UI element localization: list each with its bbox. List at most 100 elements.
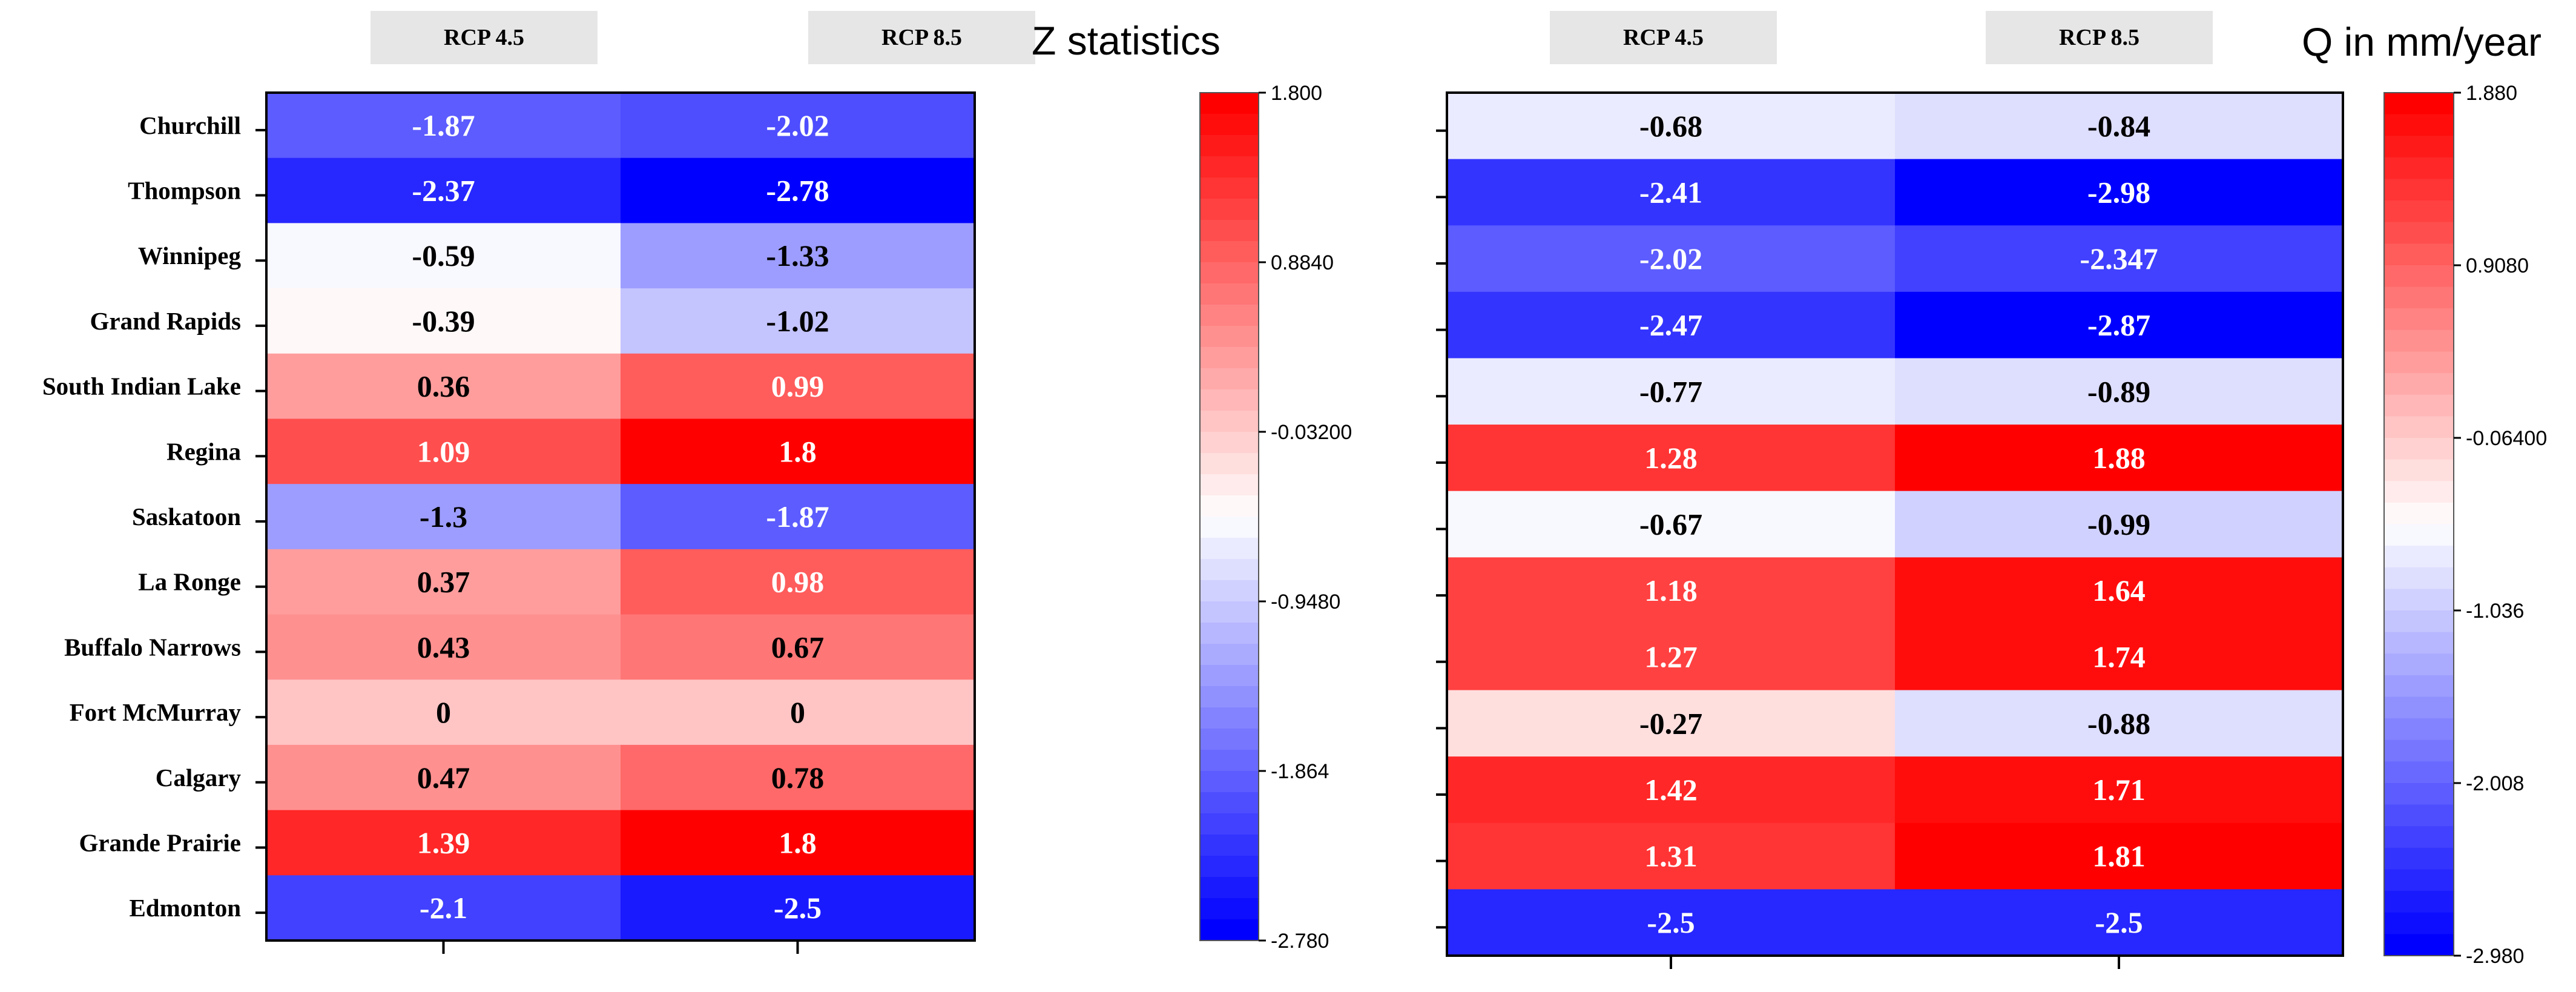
column-header-box [1986,11,2213,64]
cell-label: -2.98 [2087,175,2150,209]
colorbar-band [2384,912,2454,934]
colorbar-band [2384,869,2454,891]
cell-label: -2.78 [766,174,829,208]
colorbar-band [2384,114,2454,136]
colorbar-band [1200,580,1259,602]
plot-frame [1446,91,2344,957]
chart-title: Q in mm/year [2302,19,2541,64]
row-label: Churchill [139,111,241,139]
colorbar-band [1200,389,1259,411]
colorbar-band [1200,199,1259,220]
colorbar-band [1200,898,1259,920]
colorbar-band [2384,286,2454,309]
colorbar-band [2384,847,2454,870]
colorbar-band [2384,739,2454,762]
heatmap-cell [1447,159,1896,226]
heatmap-cell [266,157,621,223]
colorbar-band [2384,416,2454,438]
heatmap-cell [266,744,621,811]
heatmap-cell [621,484,975,550]
cell-label: 0.98 [771,565,825,599]
colorbar-band [1200,856,1259,878]
heatmap-cell [621,223,975,289]
heatmap-cell [1895,756,2344,824]
heatmap-cell [1447,225,1896,293]
cell-label: 1.8 [779,434,817,468]
colorbar-tick-label: 1.800 [1271,82,1322,105]
colorbar-band [1200,326,1259,348]
colorbar-band [2384,329,2454,352]
cell-label: -0.89 [2087,374,2150,408]
cell-label: -1.87 [766,500,829,534]
colorbar-tick-label: 1.880 [2466,82,2517,105]
cell-label: 1.71 [2092,773,2146,807]
row-label: Calgary [156,764,242,792]
colorbar-band [1200,262,1259,284]
colorbar-band [2384,610,2454,633]
colorbar-band [2384,394,2454,417]
heatmap-cell [266,810,621,876]
heatmap-cell [1447,425,1896,492]
colorbar-frame [2383,92,2454,956]
cell-label: 1.18 [1644,574,1698,607]
heatmap-cell [621,288,975,354]
heatmap-cell [266,353,621,419]
heatmap-cell [1447,822,1896,890]
heatmap-cell [1447,623,1896,691]
cell-label: -0.27 [1639,706,1702,740]
colorbar-band [1200,729,1259,750]
colorbar-band [1200,644,1259,666]
cell-label: 0.78 [771,761,825,795]
cell-label: -2.47 [1639,308,1702,342]
colorbar-band [2384,718,2454,741]
heatmap-cell [621,875,975,941]
heatmap-cell [621,353,975,419]
cell-label: -2.37 [412,174,475,208]
heatmap-cell [1447,93,1896,160]
colorbar-band [2384,589,2454,611]
heatmap-cell [266,875,621,941]
row-label: La Ronge [138,568,241,596]
cell-label: -0.99 [2087,508,2150,541]
cell-label: -1.02 [766,304,829,338]
cell-label: -0.67 [1639,508,1702,541]
colorbar-band [2384,308,2454,331]
cell-label: -2.87 [2087,308,2150,342]
column-header-box [808,11,1035,64]
colorbar-band [2384,265,2454,288]
colorbar-frame [1199,92,1259,941]
cell-label: -2.02 [766,108,829,142]
colorbar-band [2384,136,2454,158]
colorbar-band [2384,179,2454,201]
heatmap-cell [621,157,975,223]
colorbar-band [2384,481,2454,503]
colorbar-tick-label: -1.036 [2466,600,2524,623]
column-header: RCP 8.5 [2059,25,2140,50]
colorbar-band [1200,601,1259,623]
cell-label: 1.28 [1644,441,1698,475]
colorbar-band [1200,114,1259,136]
row-label: South Indian Lake [42,372,241,400]
colorbar-band [1200,156,1259,178]
heatmap-cell [1895,557,2344,624]
row-label: Grand Rapids [90,307,241,335]
colorbar-tick-label: 0.8840 [1271,251,1334,274]
cell-label: -0.84 [2087,109,2150,143]
colorbar-band [2384,675,2454,698]
heatmap-cell [266,223,621,289]
colorbar-band [2384,438,2454,460]
cell-label: -1.3 [420,500,467,534]
colorbar-tick-label: -0.06400 [2466,427,2547,450]
row-label: Regina [166,437,241,465]
heatmap-cell [1895,425,2344,492]
colorbar-tick-label: -2.780 [1271,930,1329,953]
heatmap-cell [621,549,975,615]
cell-label: -1.33 [766,239,829,273]
cell-label: 0.37 [417,565,470,599]
cell-label: -0.88 [2087,706,2150,740]
heatmap-cell [266,418,621,484]
colorbar-band [2384,222,2454,244]
cell-label: 1.8 [779,825,817,859]
colorbar-band [1200,220,1259,242]
column-header: RCP 8.5 [881,25,962,50]
